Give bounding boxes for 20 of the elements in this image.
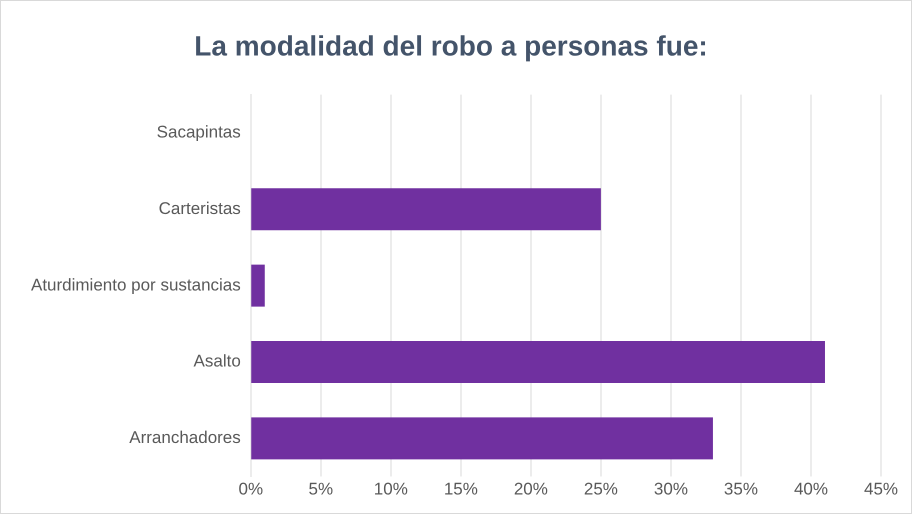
- x-tick-label: 30%: [654, 479, 688, 498]
- x-tick-label: 25%: [584, 479, 618, 498]
- x-tick-label: 40%: [794, 479, 828, 498]
- y-tick-label: Arranchadores: [129, 428, 241, 448]
- chart-title: La modalidad del robo a personas fue:: [194, 30, 708, 62]
- y-tick-label: Asalto: [194, 352, 241, 371]
- bar: [251, 340, 825, 384]
- x-tick-label: 35%: [724, 479, 758, 498]
- y-tick-label: Sacapintas: [156, 122, 241, 142]
- x-tick-label: 10%: [374, 479, 408, 498]
- y-tick-label: Carteristas: [158, 198, 241, 218]
- y-tick-label: Aturdimiento por sustancias: [30, 275, 241, 294]
- bar: [251, 417, 713, 460]
- x-tick-label: 5%: [308, 479, 334, 498]
- x-tick-label: 20%: [514, 479, 548, 498]
- x-tick-label: 0%: [238, 479, 264, 498]
- x-tick-label: 15%: [444, 479, 478, 498]
- bar: [251, 188, 601, 230]
- x-tick-label: 45%: [864, 479, 898, 498]
- bar: [251, 264, 265, 307]
